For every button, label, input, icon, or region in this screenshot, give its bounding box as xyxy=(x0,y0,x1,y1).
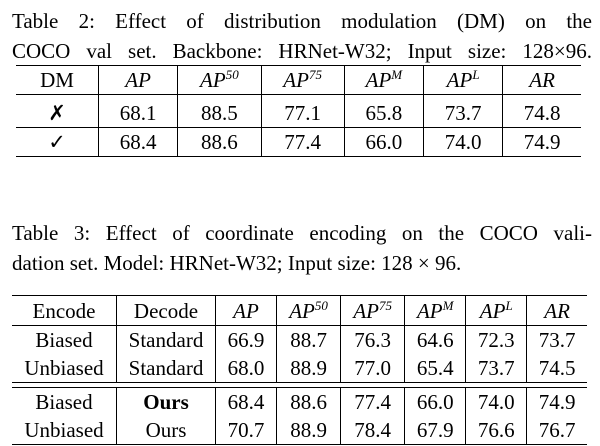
metric-header: AP xyxy=(97,65,178,95)
table-cell: 76.3 xyxy=(340,325,405,354)
table-cell: 66.0 xyxy=(404,387,466,416)
decode-cell: Standard xyxy=(116,325,216,354)
encode-cell: Unbiased xyxy=(24,356,104,380)
header-row: Encode Decode AP AP50 AP75 APM APL AR xyxy=(12,295,587,326)
table-cell: 74.9 xyxy=(526,387,587,416)
metric-header: APL xyxy=(465,295,527,326)
table-cell: 73.7 xyxy=(465,354,527,383)
table-row: Unbiased Standard 68.0 88.9 77.0 65.4 73… xyxy=(12,354,587,383)
caption-line: Table 2: Effect of distribution modulati… xyxy=(12,9,592,33)
table-cell: 64.6 xyxy=(404,325,466,354)
table-row: ✓ 68.4 88.6 77.4 66.0 74.0 74.9 xyxy=(16,127,581,157)
metric-header: AR xyxy=(526,295,587,326)
table-row: Biased Standard 66.9 88.7 76.3 64.6 72.3… xyxy=(12,325,587,354)
metric-header: APM xyxy=(404,295,466,326)
metric-header: APL xyxy=(422,65,503,95)
metric-header: AP75 xyxy=(260,65,345,95)
table-cell: 68.4 xyxy=(97,127,178,157)
metric-header: AR xyxy=(502,65,581,95)
table-cell: 88.6 xyxy=(276,387,341,416)
table-cell: 68.4 xyxy=(214,387,277,416)
table-cell: 70.7 xyxy=(214,416,277,445)
caption-line: dation set. Model: HRNet-W32; Input size… xyxy=(12,251,462,275)
table-cell: 77.4 xyxy=(340,387,405,416)
table-3-caption: Table 3: Effect of coordinate encoding o… xyxy=(12,218,592,278)
dm-off-mark: ✗ xyxy=(48,101,66,125)
metric-header: AP50 xyxy=(177,65,261,95)
decode-cell: Ours xyxy=(116,416,216,445)
caption-line: COCO val set. Backbone: HRNet-W32; Input… xyxy=(12,39,592,63)
table-cell: 66.0 xyxy=(343,127,424,157)
table-cell: 88.5 xyxy=(177,94,261,128)
table-cell: 74.8 xyxy=(502,94,581,128)
encode-cell: Unbiased xyxy=(24,418,104,442)
header-row: DM AP AP50 AP75 APM APL AR xyxy=(16,65,581,95)
metric-header: AP50 xyxy=(276,295,341,326)
table-row: ✗ 68.1 88.5 77.1 65.8 73.7 74.8 xyxy=(16,94,581,128)
table-cell: 74.0 xyxy=(422,127,503,157)
table-cell: 77.4 xyxy=(260,127,345,157)
table-cell: 77.1 xyxy=(260,94,345,128)
metric-header: AP xyxy=(214,295,277,326)
table-cell: 88.7 xyxy=(276,325,341,354)
table-cell: 88.6 xyxy=(177,127,261,157)
decode-cell: Ours xyxy=(116,387,216,416)
table-cell: 73.7 xyxy=(526,325,587,354)
metric-header: APM xyxy=(343,65,424,95)
table-cell: 66.9 xyxy=(214,325,277,354)
table-row: Biased Ours 68.4 88.6 77.4 66.0 74.0 74.… xyxy=(12,387,587,416)
dm-header: DM xyxy=(40,68,74,92)
table-cell: 74.5 xyxy=(526,354,587,383)
decode-cell: Standard xyxy=(116,354,216,383)
table-row: Unbiased Ours 70.7 88.9 78.4 67.9 76.6 7… xyxy=(12,416,587,445)
table-2-caption: Table 2: Effect of distribution modulati… xyxy=(12,6,592,66)
table-cell: 68.1 xyxy=(97,94,178,128)
table-cell: 74.9 xyxy=(502,127,581,157)
table-cell: 68.0 xyxy=(214,354,277,383)
table-cell: 88.9 xyxy=(276,354,341,383)
coordinate-encoding-table: Encode Decode AP AP50 AP75 APM APL AR Bi… xyxy=(12,295,587,445)
caption-line: Table 3: Effect of coordinate encoding o… xyxy=(12,221,592,245)
encode-header: Encode xyxy=(32,298,96,323)
encode-cell: Biased xyxy=(35,328,93,352)
table-cell: 65.8 xyxy=(343,94,424,128)
table-cell: 72.3 xyxy=(465,325,527,354)
table-cell: 73.7 xyxy=(422,94,503,128)
table-cell: 78.4 xyxy=(340,416,405,445)
table-cell: 88.9 xyxy=(276,416,341,445)
table-cell: 76.7 xyxy=(526,416,587,445)
dm-on-mark: ✓ xyxy=(48,130,66,154)
decode-header: Decode xyxy=(116,295,216,326)
table-cell: 65.4 xyxy=(404,354,466,383)
table-cell: 67.9 xyxy=(404,416,466,445)
table-cell: 74.0 xyxy=(465,387,527,416)
metric-header: AP75 xyxy=(340,295,405,326)
table-cell: 77.0 xyxy=(340,354,405,383)
encode-cell: Biased xyxy=(35,390,93,414)
table-cell: 76.6 xyxy=(465,416,527,445)
distribution-modulation-table: DM AP AP50 AP75 APM APL AR ✗ 68.1 88.5 7… xyxy=(16,65,581,157)
